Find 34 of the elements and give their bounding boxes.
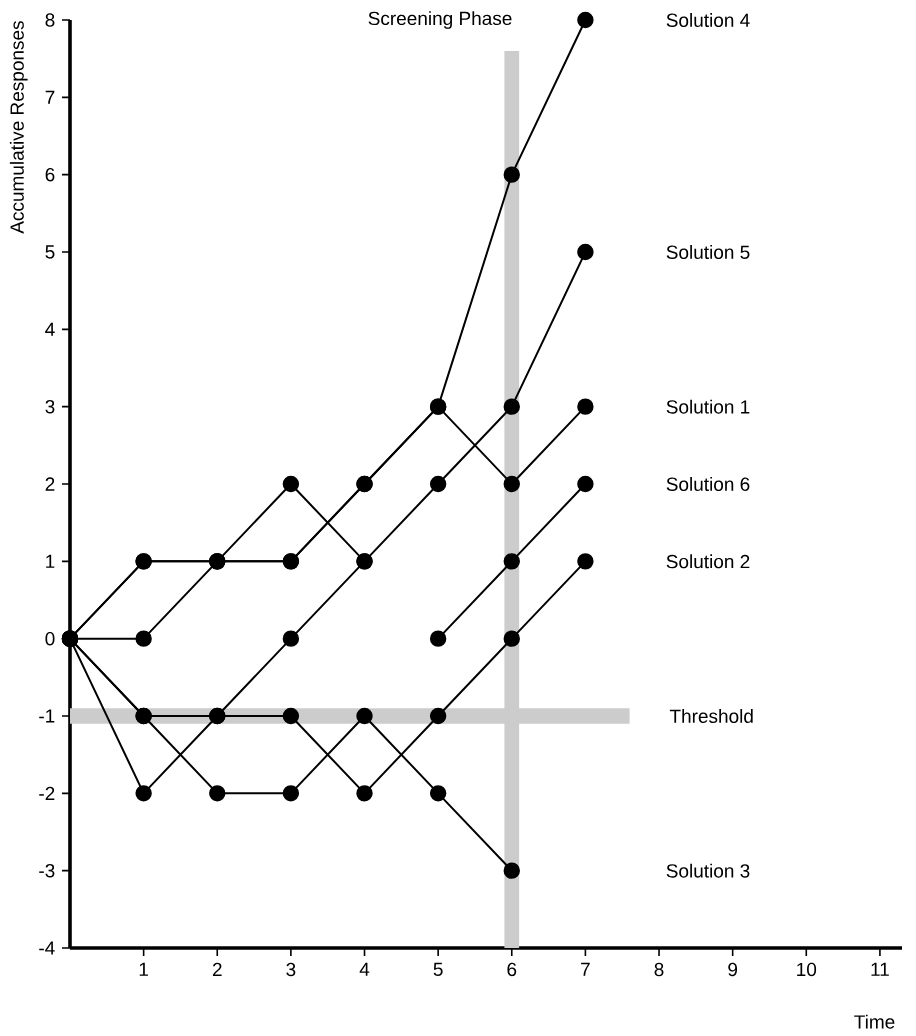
x-tick-label: 10 [797, 962, 817, 977]
y-tick-label: -3 [39, 863, 55, 878]
x-tick-label: 1 [139, 962, 148, 976]
x-tick-label: 6 [507, 962, 517, 977]
x-tick-label: 8 [654, 962, 664, 977]
text: Solution 6 [666, 477, 750, 491]
x-axis-title: Time [854, 1014, 895, 1029]
y-tick-label: 8 [45, 13, 55, 27]
band-label: Threshold [669, 709, 753, 723]
y-tick-label: -2 [39, 786, 55, 800]
x-tick-label: 9 [728, 962, 738, 977]
x-tick-label: 4 [359, 962, 370, 976]
text: Solution 2 [666, 554, 750, 569]
text: Solution 1 [666, 399, 750, 414]
x-tick-label: 11 [871, 962, 889, 976]
text: Solution 3 [666, 863, 750, 878]
y-tick-label: 0 [45, 631, 55, 646]
x-tick-label: 2 [212, 962, 222, 976]
y-tick-label: 4 [45, 322, 55, 336]
x-tick-label: 3 [286, 962, 296, 977]
y-tick-label: -4 [39, 941, 55, 955]
y-tick-label: 5 [45, 245, 55, 259]
text: Solution 4 [666, 13, 750, 27]
y-tick-label: -1 [39, 709, 55, 723]
y-tick-label: 1 [46, 554, 55, 568]
band-label: Screening Phase [368, 11, 512, 29]
y-tick-label: 2 [45, 477, 55, 491]
text: Solution 5 [666, 245, 750, 259]
x-tick-label: 7 [581, 962, 590, 976]
y-tick-label: 7 [45, 90, 55, 104]
y-tick-label: 6 [45, 167, 55, 182]
y-axis-title: Accumulative Responses [9, 21, 28, 234]
x-tick-label: 5 [433, 962, 443, 976]
y-tick-label: 3 [45, 399, 55, 414]
